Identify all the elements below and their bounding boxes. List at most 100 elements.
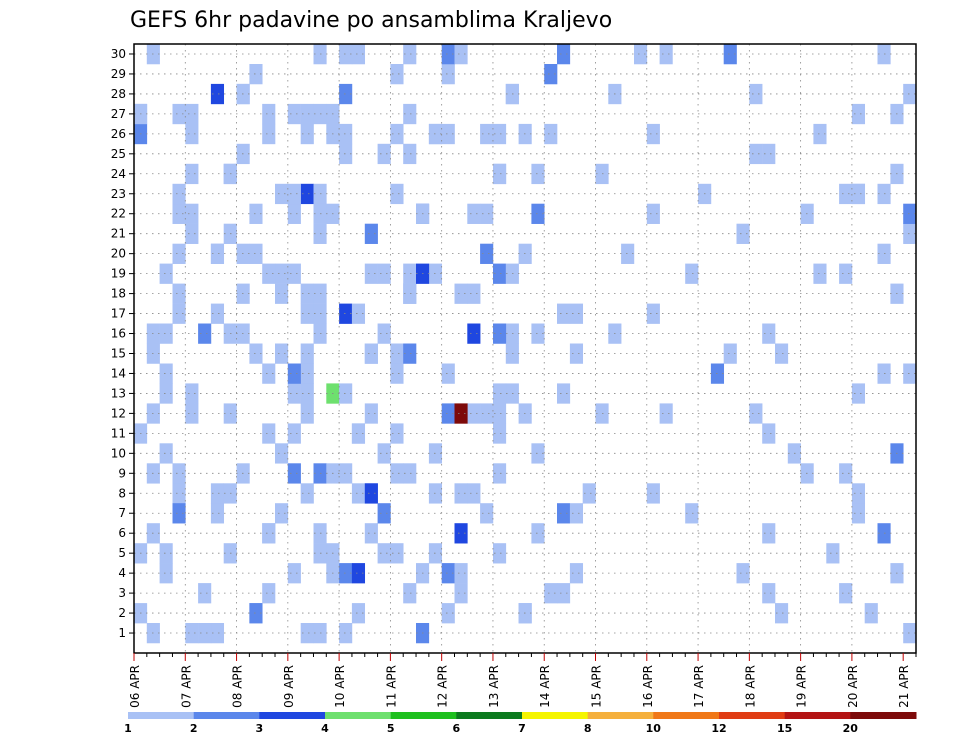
heatmap-cell xyxy=(364,483,378,504)
heatmap-cell xyxy=(531,443,545,464)
legend-swatch xyxy=(128,712,195,719)
heatmap-cell xyxy=(839,263,853,284)
heatmap-cell xyxy=(249,64,263,85)
x-axis: 06 APR 07 APR 08 APR 09 APR 10 APR 11 APR 12 A… xyxy=(128,653,917,708)
heatmap-cell xyxy=(493,543,507,564)
heatmap-cell xyxy=(185,383,199,404)
y-tick-label: 8 xyxy=(118,486,126,500)
heatmap-cell xyxy=(198,323,212,344)
x-tick-label: 12 APR xyxy=(436,665,450,708)
x-tick-label: 16 APR xyxy=(641,665,655,708)
heatmap-cell xyxy=(377,503,391,524)
heatmap-cell xyxy=(634,44,648,65)
heatmap-cell xyxy=(851,383,866,404)
y-tick-label: 24 xyxy=(111,167,126,181)
heatmap-cell xyxy=(839,583,853,604)
heatmap-cell xyxy=(159,563,173,584)
heatmap-cell xyxy=(210,623,225,644)
heatmap-cell xyxy=(467,323,481,344)
y-tick-label: 27 xyxy=(111,107,126,121)
heatmap-cell xyxy=(480,203,494,224)
heatmap-cell xyxy=(531,203,545,224)
heatmap-cell xyxy=(903,203,917,224)
heatmap-cell xyxy=(339,303,353,324)
heatmap-cell xyxy=(685,263,699,284)
heatmap-cell xyxy=(275,263,289,284)
heatmap-cell xyxy=(454,483,468,504)
y-tick-label: 14 xyxy=(111,366,126,380)
heatmap-cell xyxy=(467,403,481,424)
heatmap-cell xyxy=(493,423,507,444)
heatmap-cell xyxy=(339,143,353,165)
x-tick-label: 14 APR xyxy=(538,665,552,708)
legend-swatch xyxy=(259,712,326,719)
heatmap-cell xyxy=(364,523,378,544)
heatmap-cell xyxy=(351,563,366,584)
heatmap-cell xyxy=(403,143,417,165)
heatmap-cell xyxy=(557,503,571,524)
heatmap-cell xyxy=(210,243,225,264)
heatmap-cell xyxy=(403,343,417,364)
heatmap-cell xyxy=(403,463,417,484)
x-tick-label: 18 APR xyxy=(743,665,757,708)
heatmap-cell xyxy=(762,143,776,165)
heatmap-cell xyxy=(851,503,866,524)
heatmap-cell xyxy=(262,423,276,444)
heatmap-cell xyxy=(851,483,866,504)
legend-swatch xyxy=(587,712,654,719)
y-tick-label: 23 xyxy=(111,187,126,201)
heatmap-cell xyxy=(557,303,571,324)
heatmap-cell xyxy=(544,64,558,85)
heatmap-cell xyxy=(300,343,314,364)
heatmap-cell xyxy=(659,403,673,424)
legend-swatch xyxy=(850,712,917,719)
x-tick-label: 08 APR xyxy=(231,665,245,708)
y-tick-label: 15 xyxy=(111,346,126,360)
y-tick-label: 17 xyxy=(111,307,126,321)
heatmap-cell xyxy=(544,123,558,145)
heatmap-cell xyxy=(569,303,584,324)
y-tick-label: 9 xyxy=(118,466,126,480)
heatmap-cell xyxy=(467,483,481,504)
y-tick-label: 7 xyxy=(118,506,126,520)
x-tick-label: 13 APR xyxy=(487,665,501,708)
heatmap-cell xyxy=(454,583,468,604)
heatmap-cell xyxy=(249,243,263,264)
y-tick-label: 19 xyxy=(111,267,126,281)
x-tick-label: 19 APR xyxy=(795,665,809,708)
heatmap-cell xyxy=(172,483,186,504)
heatmap-cell xyxy=(723,343,737,364)
heatmap-cell xyxy=(159,383,173,404)
heatmap-cell xyxy=(364,403,378,424)
x-tick-label: 20 APR xyxy=(846,665,860,708)
heatmap-cell xyxy=(480,503,494,524)
x-tick-label: 07 APR xyxy=(179,665,193,708)
heatmap-cell xyxy=(287,383,301,404)
heatmap-cell xyxy=(736,223,750,244)
heatmap-cell xyxy=(493,163,507,185)
heatmap-cell xyxy=(403,263,417,284)
heatmap-cell xyxy=(377,323,391,344)
heatmap-cell xyxy=(172,283,186,304)
x-tick-label: 21 APR xyxy=(897,665,911,708)
heatmap-cell xyxy=(159,263,173,284)
heatmap-cell xyxy=(569,563,584,584)
heatmap-cell xyxy=(172,203,186,224)
heatmap-cell xyxy=(287,423,301,444)
cells-layer xyxy=(134,44,917,644)
heatmap-cell xyxy=(903,83,917,105)
legend-swatch xyxy=(719,712,786,719)
heatmap-cell xyxy=(582,483,596,504)
heatmap-cell xyxy=(903,623,917,644)
y-tick-label: 5 xyxy=(118,546,126,560)
heatmap-cell xyxy=(172,183,186,205)
heatmap-cell xyxy=(531,163,545,185)
heatmap-cell xyxy=(249,603,263,624)
heatmap-cell xyxy=(339,83,353,105)
heatmap-cell xyxy=(275,343,289,364)
heatmap-cell xyxy=(646,303,660,324)
heatmap-cell xyxy=(377,543,391,564)
heatmap-cell xyxy=(903,363,917,384)
heatmap-cell xyxy=(569,503,584,524)
